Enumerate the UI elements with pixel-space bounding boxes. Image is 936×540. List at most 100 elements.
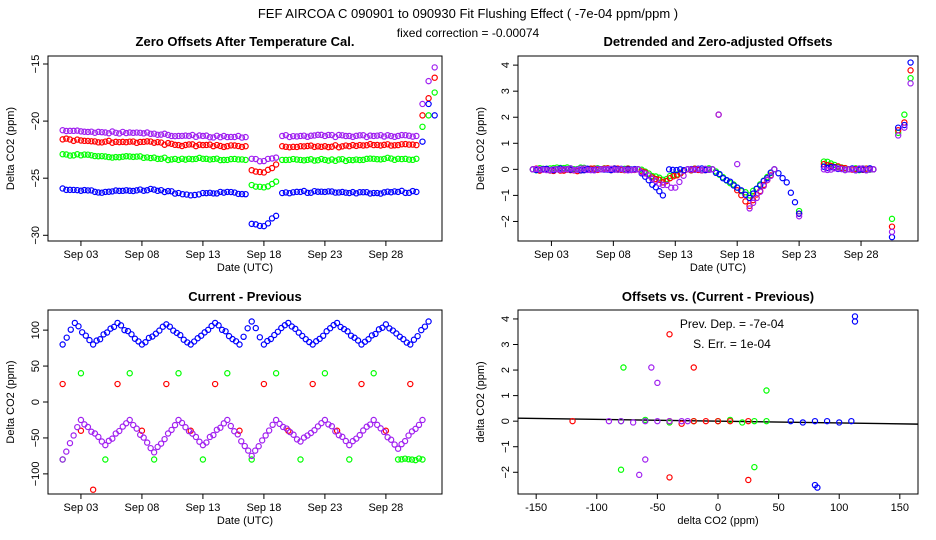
y-axis-label: Delta CO2 (ppm) (5, 107, 17, 190)
data-point (845, 166, 852, 173)
data-point (278, 324, 285, 332)
data-point (656, 180, 663, 187)
data-point (311, 157, 318, 164)
data-point (231, 189, 238, 196)
data-point (775, 170, 782, 177)
data-point (156, 327, 163, 334)
plot-frame (517, 55, 919, 242)
data-point (203, 155, 210, 163)
data-point (297, 132, 304, 140)
data-point (59, 380, 66, 388)
data-point (279, 143, 286, 150)
data-point (304, 156, 311, 164)
data-point (402, 140, 409, 148)
data-point (175, 189, 182, 197)
data-point (63, 127, 70, 135)
data-point (91, 152, 99, 160)
data-point (175, 416, 182, 424)
data-point (715, 111, 722, 118)
data-point (380, 189, 388, 196)
y-tick-label: 0 (500, 418, 512, 424)
data-point (402, 132, 409, 139)
data-point (307, 156, 315, 163)
data-point (224, 188, 231, 196)
data-point (405, 432, 412, 439)
data-point (907, 74, 914, 82)
data-point (164, 187, 172, 195)
data-point (182, 424, 189, 431)
data-point (119, 423, 126, 430)
data-point (227, 142, 235, 149)
data-point (342, 157, 350, 165)
data-point (311, 187, 318, 195)
data-point (157, 155, 165, 163)
data-point (282, 189, 290, 196)
data-point (318, 143, 325, 151)
data-point (580, 165, 588, 172)
data-point (70, 432, 77, 439)
data-point (373, 156, 381, 163)
data-point (712, 169, 720, 177)
data-point (834, 165, 842, 172)
data-point (314, 188, 322, 195)
data-point (814, 484, 821, 491)
data-point (318, 131, 325, 139)
data-point (346, 456, 353, 463)
data-point (690, 364, 697, 371)
data-point (143, 439, 151, 446)
x-tick-label: -150 (525, 502, 547, 514)
series-red (59, 74, 438, 176)
data-point (152, 330, 160, 337)
data-point (409, 156, 416, 164)
data-point (89, 341, 97, 348)
data-point (63, 448, 70, 455)
data-point (175, 370, 182, 377)
data-point (63, 135, 70, 142)
data-point (409, 133, 416, 140)
data-point (189, 131, 196, 139)
data-point (119, 138, 126, 146)
data-point (161, 188, 168, 196)
data-point (321, 156, 329, 164)
data-point (304, 133, 311, 141)
data-point (328, 143, 336, 150)
data-point (356, 156, 363, 164)
data-point (300, 187, 308, 195)
data-point (415, 421, 423, 429)
data-point (739, 419, 746, 426)
data-point (112, 153, 119, 161)
data-point (370, 189, 377, 197)
data-point (587, 166, 595, 174)
data-point (407, 380, 414, 388)
data-point (746, 194, 753, 202)
data-point (377, 425, 384, 432)
data-point (293, 188, 301, 196)
data-point (163, 380, 170, 388)
y-tick-label: 0 (500, 166, 512, 172)
data-point (59, 341, 66, 348)
data-point (96, 336, 104, 343)
data-point (220, 420, 228, 427)
data-point (264, 220, 272, 227)
data-point (328, 156, 336, 163)
data-point (227, 133, 235, 141)
data-point (199, 456, 207, 463)
x-tick-label: Sep 03 (534, 249, 569, 261)
data-point (318, 155, 325, 163)
data-point (154, 187, 161, 195)
data-point (339, 143, 346, 150)
series-purple (529, 80, 914, 236)
data-point (66, 152, 74, 159)
data-point (387, 132, 395, 140)
data-point (402, 155, 409, 163)
data-point (213, 155, 221, 162)
data-point (130, 138, 137, 145)
data-point (107, 325, 114, 332)
data-point (419, 123, 426, 131)
data-point (91, 430, 99, 437)
data-point (344, 328, 351, 335)
data-point (78, 329, 86, 336)
x-tick-label: Sep 23 (307, 249, 342, 261)
data-point (607, 165, 615, 173)
data-point (676, 178, 683, 186)
